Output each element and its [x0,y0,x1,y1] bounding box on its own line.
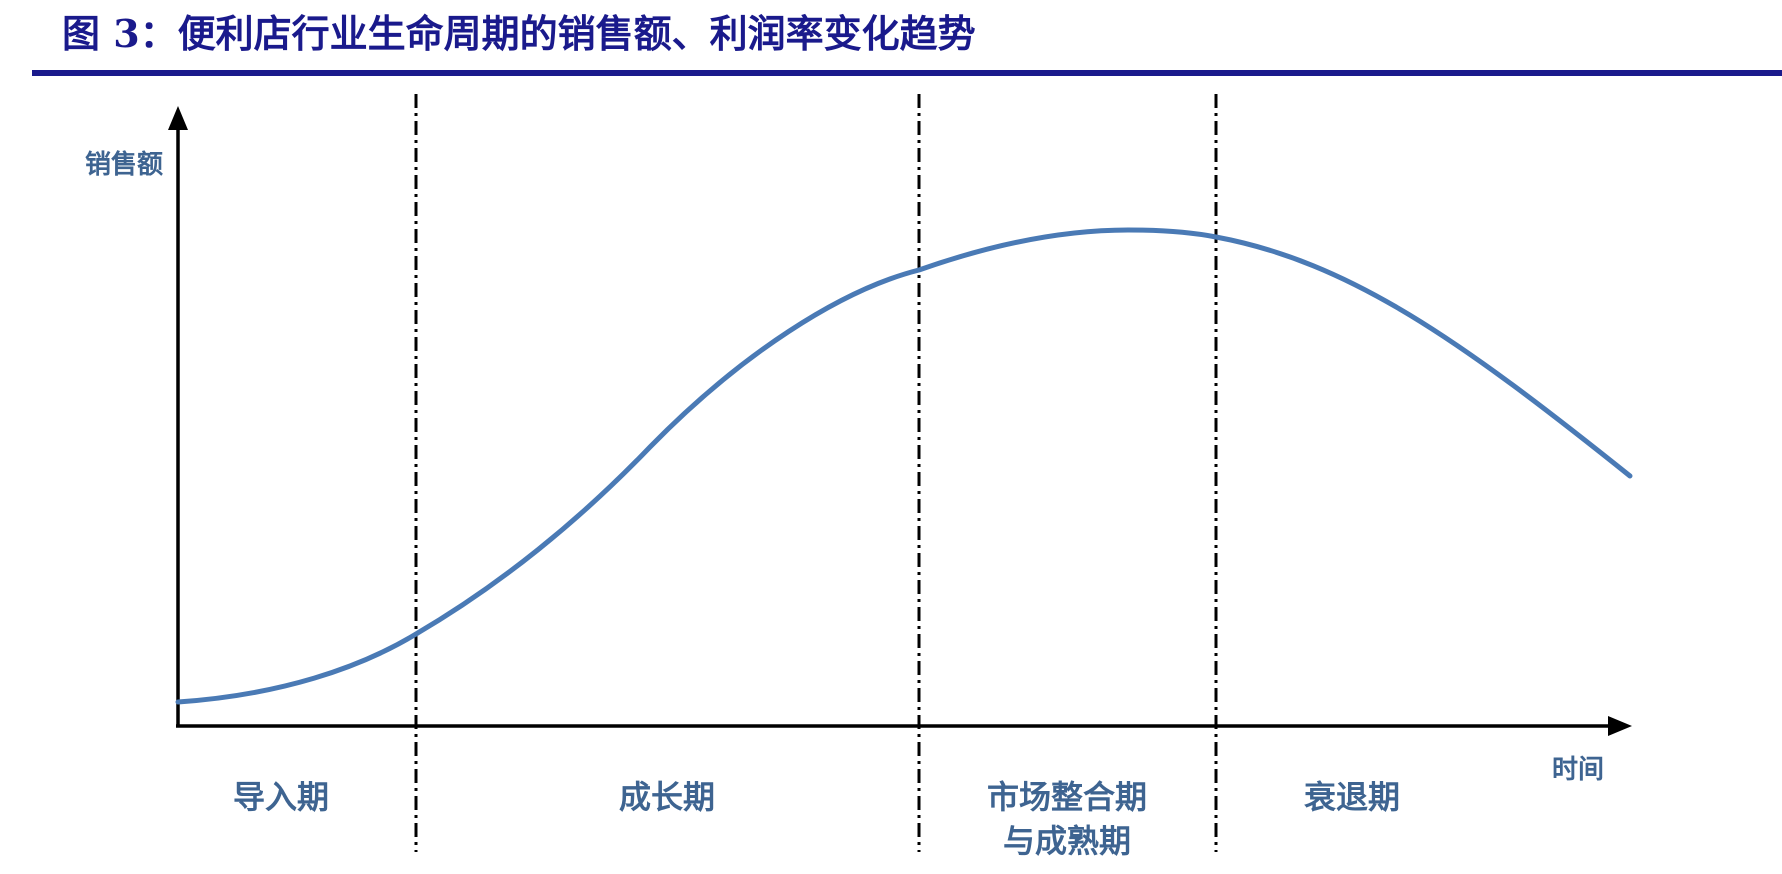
figure-title: 图 3：便利店行业生命周期的销售额、利润率变化趋势 [62,11,976,56]
x-axis-label: 时间 [1552,755,1604,785]
x-axis-arrow [1608,716,1632,736]
sales-curve [175,227,1633,705]
y-axis-arrow [168,106,188,130]
stage-label-intro: 导入期 [233,778,329,816]
stage-label-maturity: 与成熟期 [1003,822,1131,860]
title-rule [32,70,1782,76]
y-axis-label: 销售额 [85,149,163,180]
stage-label-consolidation: 市场整合期 [987,778,1147,816]
stage-label-decline: 衰退期 [1304,778,1400,816]
stage-label-growth: 成长期 [619,778,715,816]
